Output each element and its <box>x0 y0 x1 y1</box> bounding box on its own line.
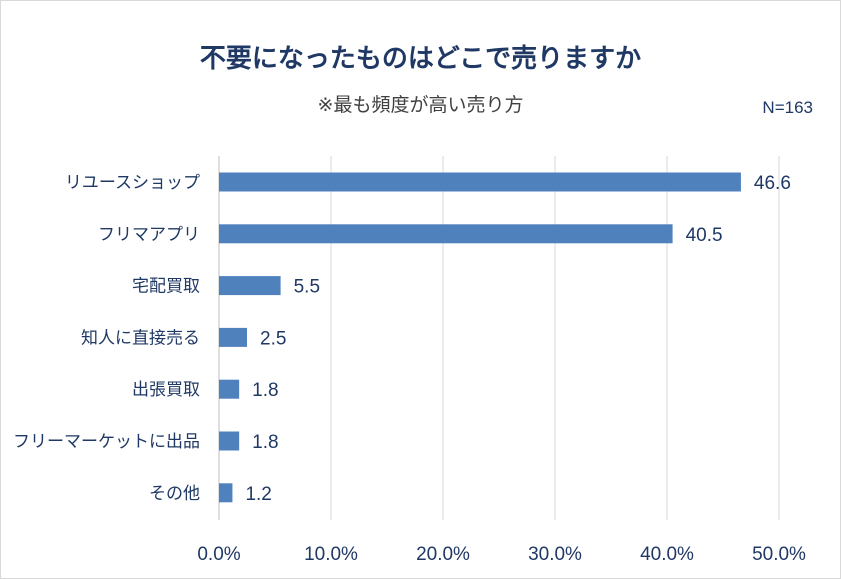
value-label: 5.5 <box>294 277 320 298</box>
value-label: 2.5 <box>260 328 286 349</box>
x-tick-label: 20.0% <box>416 544 470 565</box>
x-tick-label: 50.0% <box>752 544 806 565</box>
value-label: 1.8 <box>252 432 278 453</box>
category-label: リユースショップ <box>65 173 200 193</box>
bars <box>219 172 741 503</box>
bar <box>219 483 233 503</box>
x-tick-label: 30.0% <box>528 544 582 565</box>
bar <box>219 224 673 244</box>
chart-title: 不要になったものはどこで売りますか <box>199 44 642 74</box>
value-labels: 46.6 40.5 5.5 2.5 1.8 1.8 1.2 <box>245 173 790 505</box>
x-tick-labels: 0.0% 10.0% 20.0% 30.0% 40.0% 50.0% <box>197 544 806 565</box>
value-label: 1.8 <box>252 380 278 401</box>
category-label: フリマアプリ <box>98 225 200 245</box>
bar <box>219 327 247 347</box>
grid-lines <box>218 156 780 520</box>
bar <box>219 172 741 192</box>
value-label: 46.6 <box>754 173 791 194</box>
value-label: 1.2 <box>245 484 271 505</box>
category-label: 宅配買取 <box>132 277 200 297</box>
category-labels: リユースショップフリマアプリ宅配買取知人に直接売る出張買取フリーマーケットに出品… <box>13 173 200 504</box>
bar <box>219 431 240 451</box>
value-label: 40.5 <box>686 225 723 246</box>
category-label: その他 <box>149 484 200 504</box>
x-tick-label: 40.0% <box>640 544 694 565</box>
category-label: フリーマーケットに出品 <box>13 432 200 452</box>
category-label: 知人に直接売る <box>81 328 200 348</box>
sample-size-note: N=163 <box>762 98 813 117</box>
bar <box>219 276 281 296</box>
bar <box>219 379 240 399</box>
category-label: 出張買取 <box>132 380 200 400</box>
chart-subtitle: ※最も頻度が高い売り方 <box>317 94 524 116</box>
x-tick-label: 10.0% <box>304 544 358 565</box>
x-tick-label: 0.0% <box>197 544 240 565</box>
